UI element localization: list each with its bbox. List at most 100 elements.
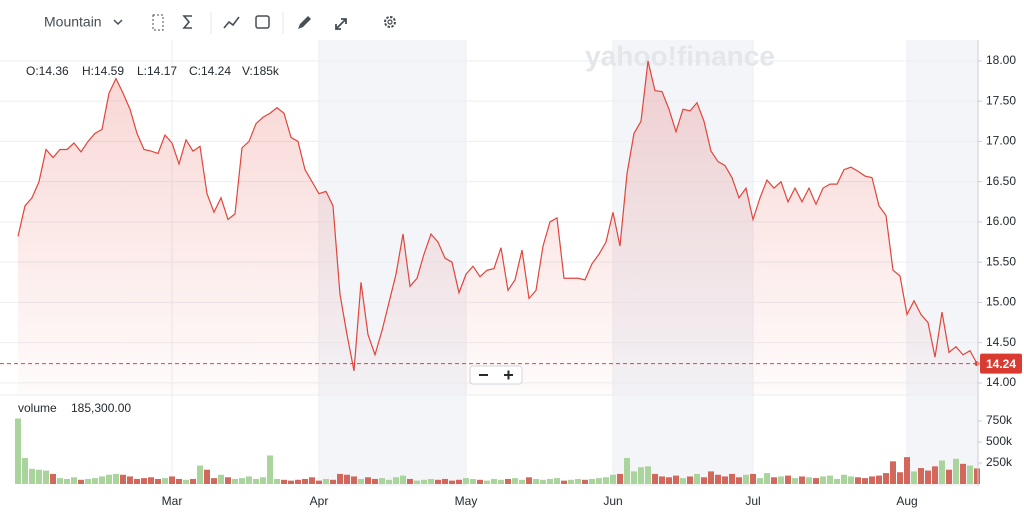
last-price-label: 14.24 [986, 357, 1016, 371]
volume-bar [155, 478, 161, 484]
volume-bar [820, 476, 826, 484]
y-tick-label: 15.50 [986, 254, 1016, 268]
last-price-box [980, 353, 1022, 374]
volume-bar [547, 478, 553, 484]
date-icon[interactable] [255, 15, 270, 29]
volume-bar [778, 476, 784, 484]
ohlc-legend: C:14.24 [189, 64, 231, 78]
volume-legend-value: 185,300.00 [71, 401, 131, 415]
volume-bar [22, 457, 28, 484]
volume-bar [491, 478, 497, 484]
volume-bar [71, 477, 77, 484]
toolbar: Mountain [44, 12, 396, 34]
volume-bar [211, 478, 217, 484]
volume-bar [323, 478, 329, 484]
volume-bar [687, 476, 693, 484]
volume-bar [288, 480, 294, 484]
volume-bar [659, 476, 665, 484]
volume-bar [120, 474, 126, 484]
volume-legend-label: volume [18, 401, 57, 415]
last-point [974, 361, 980, 367]
volume-bar [169, 476, 175, 484]
volume-bar [526, 477, 532, 484]
volume-bar [967, 465, 973, 484]
volume-bar [337, 473, 343, 484]
volume-bar [113, 473, 119, 484]
indicators-icon[interactable] [182, 15, 192, 29]
volume-bar [953, 458, 959, 484]
volume-bar [316, 480, 322, 484]
volume-bar [890, 461, 896, 484]
volume-bar [365, 477, 371, 484]
volume-bar [512, 478, 518, 484]
volume-bar [757, 478, 763, 484]
volume-bar [29, 468, 35, 484]
settings-icon[interactable] [384, 16, 396, 28]
volume-bar [582, 479, 588, 484]
y-tick-label: 14.50 [986, 335, 1016, 349]
volume-bar [540, 479, 546, 484]
volume-bar [162, 478, 168, 484]
volume-bar [799, 476, 805, 484]
volume-bar [855, 477, 861, 484]
ohlc-legend: V:185k [242, 64, 280, 78]
volume-bar [834, 478, 840, 484]
volume-bar [946, 469, 952, 484]
volume-bar [148, 477, 154, 484]
volume-bar [15, 418, 21, 484]
volume-bar [554, 478, 560, 484]
volume-bar [92, 478, 98, 484]
volume-bar [925, 470, 931, 484]
volume-bar [904, 457, 910, 484]
volume-bar [722, 476, 728, 484]
watermark: yahoo!finance [585, 40, 775, 71]
volume-bar [330, 479, 336, 484]
volume-bar [841, 474, 847, 484]
volume-tick-label: 500k [986, 434, 1013, 448]
volume-bar [99, 476, 105, 484]
volume-bar [589, 478, 595, 484]
volume-bar [911, 471, 917, 484]
zoom-controls [469, 365, 523, 385]
volume-bar [36, 469, 42, 484]
dropdown-icon[interactable] [113, 19, 123, 26]
compare-icon[interactable] [152, 14, 164, 31]
volume-bar [785, 475, 791, 484]
area-fill [18, 60, 977, 396]
draw-icon[interactable] [223, 16, 240, 29]
volume-bar [232, 478, 238, 484]
volume-bar [281, 479, 287, 484]
ohlc-legend: O:14.36 [26, 64, 69, 78]
fullscreen-icon[interactable] [335, 18, 347, 30]
volume-bar [218, 474, 224, 484]
volume-bar [806, 477, 812, 484]
chart-style-menu[interactable]: Mountain [44, 14, 102, 30]
volume-bar [869, 476, 875, 484]
volume-bar [449, 480, 455, 484]
volume-bar [862, 478, 868, 484]
volume-bar [344, 474, 350, 484]
volume-bar [974, 468, 980, 484]
volume-bar [743, 474, 749, 484]
volume-bar [624, 457, 630, 484]
volume-tick-label: 750k [986, 413, 1013, 427]
y-tick-label: 16.00 [986, 214, 1016, 228]
zoom-in[interactable] [504, 370, 513, 380]
volume-bar [736, 477, 742, 484]
volume-bar [715, 474, 721, 484]
volume-bar [813, 478, 819, 484]
volume-bar [141, 478, 147, 484]
volume-bar [848, 476, 854, 484]
pencil-icon[interactable] [298, 16, 311, 29]
ohlc-legend: L:14.17 [137, 64, 177, 78]
volume-bar [183, 479, 189, 484]
volume-bar [645, 466, 651, 484]
volume-bar [393, 477, 399, 484]
volume-bar [50, 473, 56, 484]
volume-bar [652, 473, 658, 484]
y-tick-label: 17.00 [986, 134, 1016, 148]
volume-bar [750, 473, 756, 484]
volume-bar [638, 467, 644, 484]
volume-bar [421, 479, 427, 484]
